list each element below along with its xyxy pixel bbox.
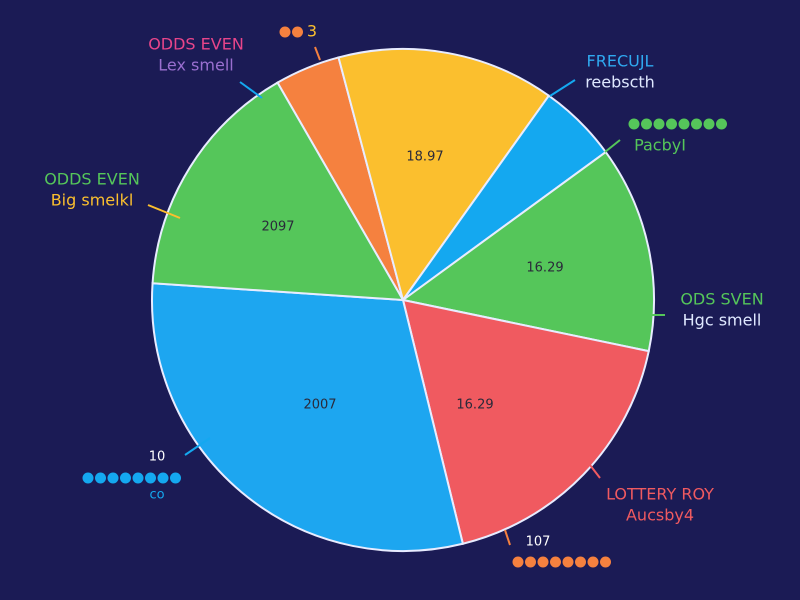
callout-text: co (149, 488, 164, 503)
callout-text: ODDS EVEN (44, 170, 140, 189)
pie-slice (337, 48, 551, 303)
pie-slice (401, 298, 650, 545)
leader-line (604, 139, 621, 153)
decorative-dot (157, 472, 169, 484)
callout-text: Big smelkl (51, 191, 134, 210)
leader-line (549, 79, 576, 97)
leader-line (239, 81, 263, 99)
decorative-dot (107, 472, 119, 484)
decorative-dot (132, 472, 144, 484)
callout-text: Lex smell (158, 56, 233, 75)
decorative-dot (600, 556, 611, 568)
decorative-dot (145, 472, 156, 484)
slice-label: 18.97 (406, 150, 443, 165)
callout-text: Hgc smell (683, 311, 762, 330)
decorative-dot (525, 556, 536, 568)
decorative-dot (703, 118, 715, 130)
decorative-dot (95, 472, 106, 484)
callout-text: reebscth (585, 73, 655, 92)
decorative-dot (666, 118, 677, 130)
slice-label: 2007 (303, 398, 336, 413)
callout-text: ODDS EVEN (148, 35, 244, 54)
decorative-dot (82, 472, 94, 484)
decorative-dot (562, 556, 574, 568)
decorative-dot (575, 556, 586, 568)
slice-label: 16.29 (456, 398, 493, 413)
decorative-dot (716, 118, 727, 130)
leader-line (184, 437, 211, 456)
pie-slice (151, 282, 465, 552)
decorative-dot (512, 556, 524, 568)
slice-label: 16.29 (526, 261, 563, 276)
callout-text: 3 (307, 22, 317, 41)
callout-text: Aucsby4 (626, 506, 694, 525)
decorative-dot (691, 118, 702, 130)
leader-line (314, 46, 321, 61)
callout-text: PacbyI (634, 136, 686, 155)
callout-text: ODS SVEN (680, 290, 763, 309)
callout-text: LOTTERY ROY (606, 485, 714, 504)
callout-text: FRECUJL (587, 52, 654, 71)
decorative-dot (641, 118, 652, 130)
callout-text: 107 (526, 535, 551, 550)
callout-text: 10 (149, 450, 166, 465)
leader-line (147, 204, 181, 219)
slice-label: 2097 (261, 220, 294, 235)
decorative-dot (628, 118, 640, 130)
decorative-dot (279, 26, 291, 38)
decorative-dot (292, 26, 303, 38)
pie-slice (400, 150, 655, 353)
leader-line (504, 529, 511, 546)
decorative-dot (550, 556, 561, 568)
decorative-dot (120, 472, 131, 484)
decorative-dot (587, 556, 599, 568)
leader-line (589, 464, 601, 479)
decorative-dot (678, 118, 690, 130)
decorative-dot (170, 472, 181, 484)
decorative-dot (653, 118, 665, 130)
decorative-dot (537, 556, 549, 568)
